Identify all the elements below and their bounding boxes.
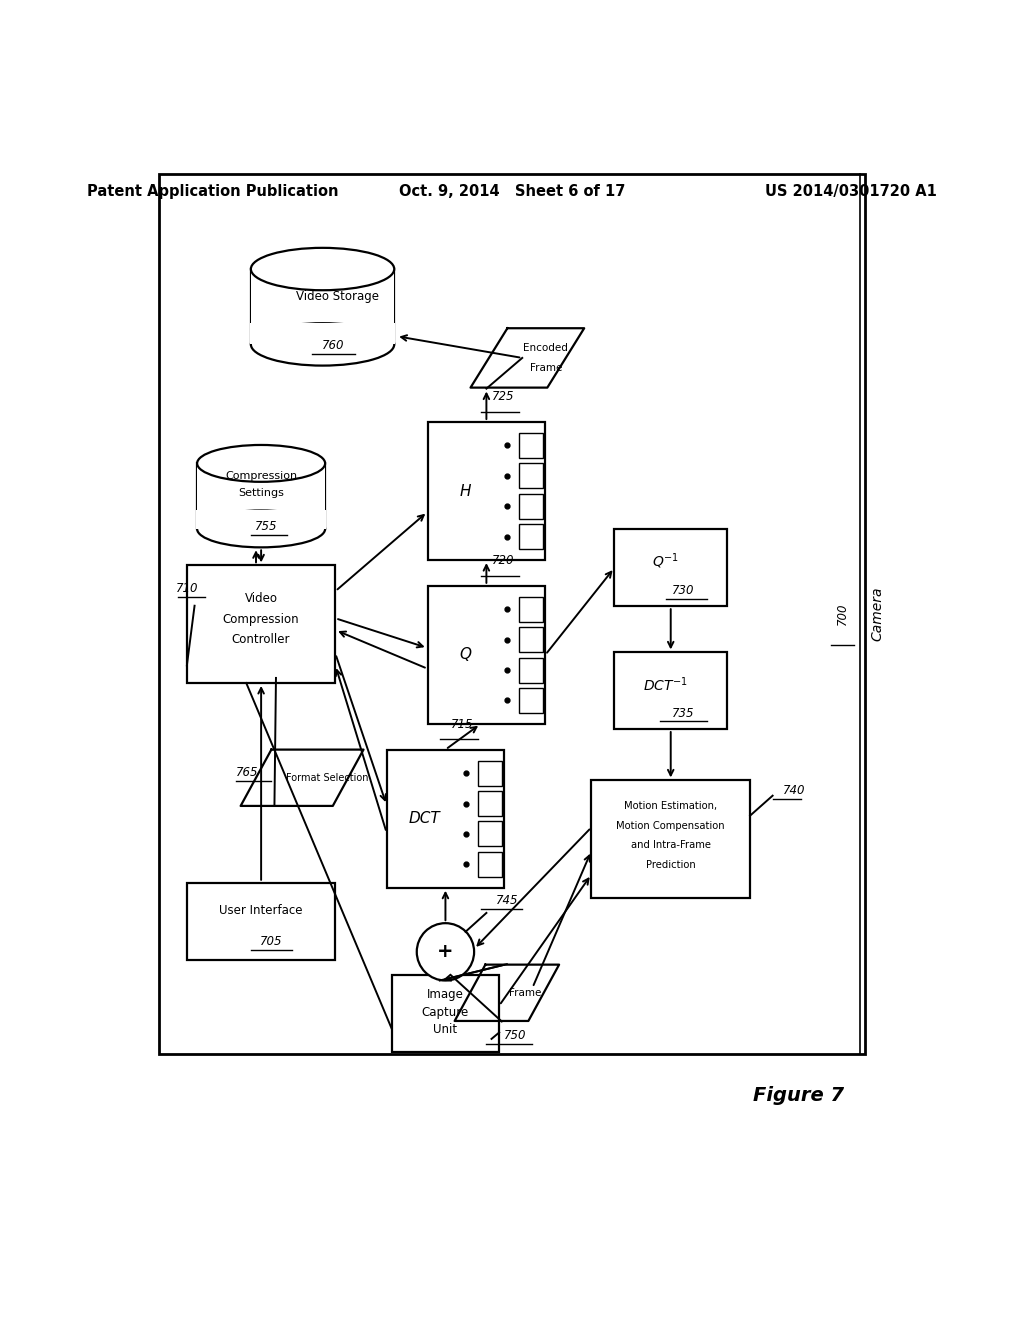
Bar <box>519 597 543 622</box>
Bar <box>478 851 502 876</box>
Text: 710: 710 <box>176 582 199 595</box>
Bar <box>614 529 727 606</box>
Text: 755: 755 <box>255 520 278 533</box>
Text: +: + <box>437 942 454 961</box>
Text: 705: 705 <box>260 935 283 948</box>
Text: Camera: Camera <box>870 586 885 642</box>
Bar <box>478 791 502 816</box>
Bar <box>197 463 326 529</box>
Text: 750: 750 <box>504 1030 526 1043</box>
Text: Settings: Settings <box>239 488 284 498</box>
Text: Prediction: Prediction <box>646 859 695 870</box>
Text: Capture: Capture <box>422 1006 469 1019</box>
Bar <box>519 524 543 549</box>
Bar <box>519 688 543 713</box>
Text: Video: Video <box>245 593 278 605</box>
Bar <box>428 422 545 560</box>
Text: Frame: Frame <box>529 363 562 374</box>
Text: User Interface: User Interface <box>219 904 303 917</box>
Ellipse shape <box>251 323 394 366</box>
Text: 760: 760 <box>322 339 344 352</box>
Polygon shape <box>471 329 584 388</box>
Bar <box>614 652 727 729</box>
Ellipse shape <box>197 511 326 548</box>
Text: 730: 730 <box>672 583 694 597</box>
Polygon shape <box>455 965 559 1020</box>
Bar <box>186 883 336 960</box>
Text: Compression: Compression <box>223 612 299 626</box>
Text: 740: 740 <box>783 784 805 797</box>
Text: $DCT^{-1}$: $DCT^{-1}$ <box>643 676 688 694</box>
Polygon shape <box>241 750 364 807</box>
Bar <box>186 565 336 682</box>
Text: Compression: Compression <box>225 471 297 480</box>
Text: DCT: DCT <box>409 812 440 826</box>
Circle shape <box>417 923 474 981</box>
Text: Figure 7: Figure 7 <box>754 1085 844 1105</box>
Text: H: H <box>460 483 471 499</box>
Text: Q: Q <box>459 647 471 663</box>
Bar <box>251 269 394 345</box>
Text: 735: 735 <box>672 706 694 719</box>
Bar <box>519 433 543 458</box>
Text: Motion Compensation: Motion Compensation <box>616 821 725 830</box>
Bar <box>519 627 543 652</box>
Text: Motion Estimation,: Motion Estimation, <box>625 801 717 812</box>
Text: 745: 745 <box>496 894 518 907</box>
Bar <box>387 750 504 888</box>
Bar <box>519 494 543 519</box>
Bar <box>592 780 750 898</box>
Text: Unit: Unit <box>433 1023 458 1036</box>
Bar <box>519 463 543 488</box>
Bar <box>250 323 395 345</box>
Bar <box>197 511 326 529</box>
Bar <box>519 657 543 682</box>
Text: 700: 700 <box>837 603 849 626</box>
Ellipse shape <box>251 248 394 290</box>
Bar <box>478 821 502 846</box>
Text: Frame: Frame <box>509 987 542 998</box>
Text: 720: 720 <box>493 554 515 568</box>
Bar <box>391 975 500 1052</box>
Text: Video Storage: Video Storage <box>296 290 380 304</box>
Text: Controller: Controller <box>231 634 291 645</box>
Ellipse shape <box>197 445 326 482</box>
Text: $Q^{-1}$: $Q^{-1}$ <box>652 552 679 572</box>
Bar <box>478 760 502 785</box>
Text: Format Selection: Format Selection <box>287 772 369 783</box>
Text: US 2014/0301720 A1: US 2014/0301720 A1 <box>765 183 937 198</box>
Text: Oct. 9, 2014   Sheet 6 of 17: Oct. 9, 2014 Sheet 6 of 17 <box>398 183 626 198</box>
Text: Patent Application Publication: Patent Application Publication <box>87 183 339 198</box>
Text: and Intra-Frame: and Intra-Frame <box>631 841 711 850</box>
Text: Encoded: Encoded <box>523 343 568 352</box>
Bar <box>159 174 865 1055</box>
Text: 725: 725 <box>493 391 515 404</box>
Text: Image: Image <box>427 989 464 1002</box>
Text: 715: 715 <box>452 718 474 731</box>
Bar <box>428 586 545 723</box>
Text: 765: 765 <box>236 766 258 779</box>
